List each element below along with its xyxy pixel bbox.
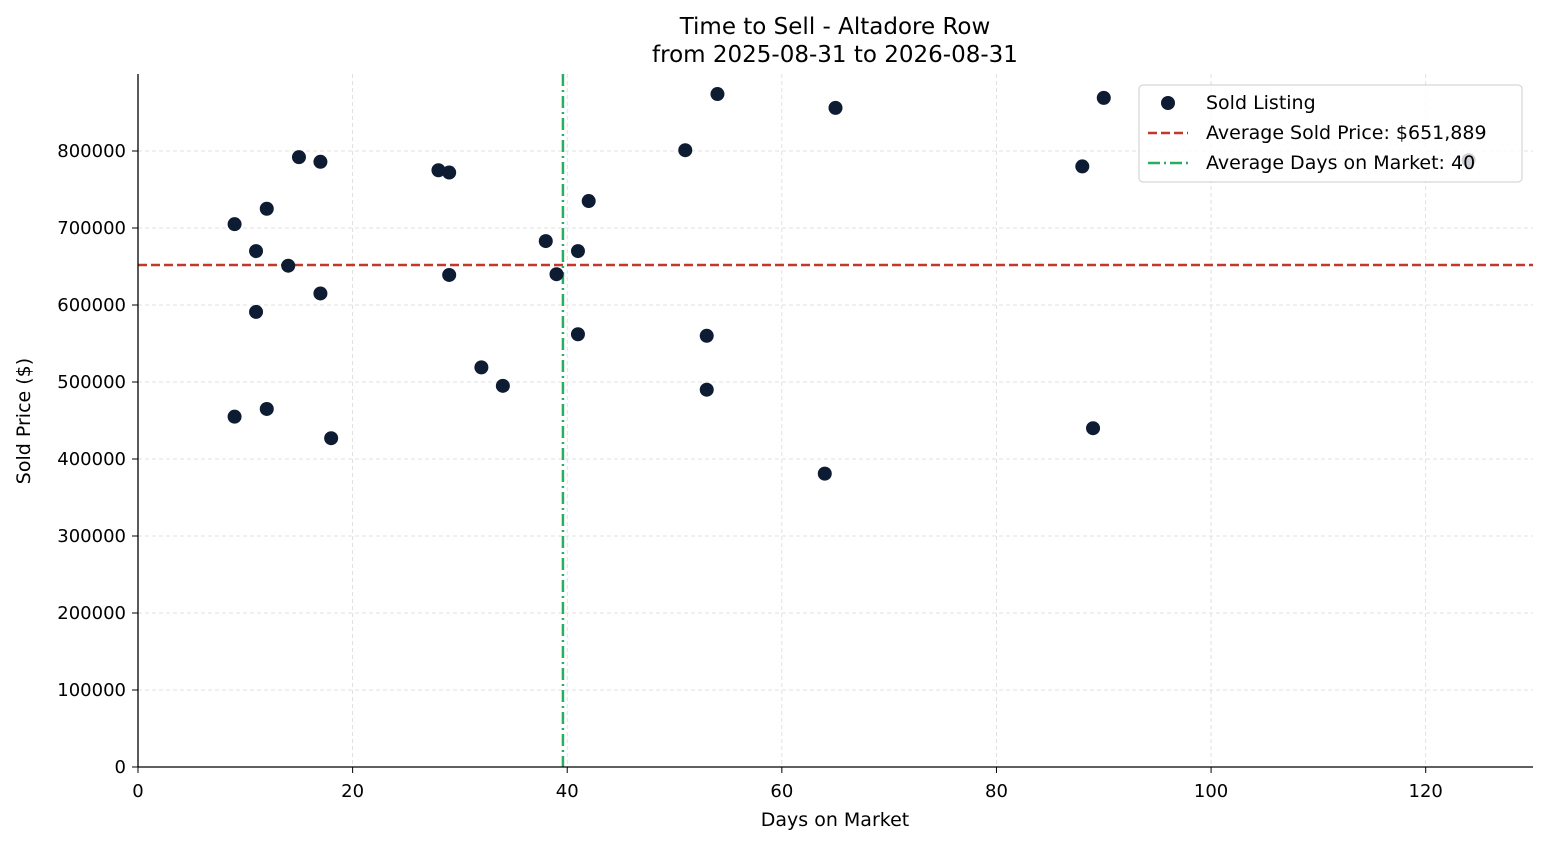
sold-listing-point bbox=[324, 431, 339, 446]
sold-listing-point bbox=[1086, 421, 1101, 436]
sold-listing-point bbox=[259, 201, 274, 216]
sold-listing-point bbox=[313, 154, 328, 169]
data-points bbox=[227, 87, 1476, 481]
axes bbox=[132, 74, 1533, 773]
x-tick-label: 0 bbox=[132, 781, 143, 802]
y-tick-label: 600000 bbox=[57, 295, 126, 316]
sold-listing-point bbox=[1096, 90, 1111, 105]
sold-listing-point bbox=[495, 378, 510, 393]
sold-listing-point bbox=[699, 328, 714, 343]
chart-subtitle: from 2025-08-31 to 2026-08-31 bbox=[652, 42, 1018, 68]
sold-listing-point bbox=[581, 194, 596, 209]
tick-labels: 0 20 40 60 80 100 120 0 100000 200000 300000 400000… bbox=[57, 141, 1443, 802]
x-tick-label: 60 bbox=[770, 781, 793, 802]
y-axis-label: Sold Price ($) bbox=[13, 358, 35, 484]
legend-box bbox=[1138, 84, 1523, 183]
x-tick-label: 120 bbox=[1409, 781, 1443, 802]
y-tick-label: 200000 bbox=[57, 603, 126, 624]
sold-listing-point bbox=[1075, 159, 1090, 174]
sold-listing-point bbox=[281, 258, 296, 273]
legend-marker-sold bbox=[1161, 96, 1175, 110]
sold-listing-point bbox=[249, 244, 264, 259]
sold-listing-point bbox=[828, 100, 843, 115]
sold-listing-point bbox=[259, 401, 274, 416]
reference-lines bbox=[138, 74, 1533, 767]
sold-listing-point bbox=[442, 165, 457, 180]
sold-listing-point bbox=[313, 286, 328, 301]
x-tick-label: 20 bbox=[341, 781, 364, 802]
sold-listing-point bbox=[474, 360, 489, 375]
x-axis-label: Days on Market bbox=[761, 809, 909, 831]
sold-listing-point bbox=[249, 304, 264, 319]
legend-label-sold: Sold Listing bbox=[1206, 92, 1316, 114]
legend-label-avg-price: Average Sold Price: $651,889 bbox=[1206, 122, 1487, 144]
sold-listing-point bbox=[570, 244, 585, 259]
sold-listing-point bbox=[291, 150, 306, 165]
y-tick-label: 500000 bbox=[57, 372, 126, 393]
sold-listing-point bbox=[817, 466, 832, 481]
y-tick-label: 400000 bbox=[57, 449, 126, 470]
sold-listing-point bbox=[710, 87, 725, 102]
y-tick-label: 0 bbox=[115, 757, 126, 778]
sold-listing-point bbox=[431, 163, 446, 178]
x-tick-label: 100 bbox=[1194, 781, 1228, 802]
legend-label-avg-days: Average Days on Market: 40 bbox=[1206, 152, 1475, 174]
sold-listing-point bbox=[442, 267, 457, 282]
sold-listing-point bbox=[538, 234, 553, 249]
sold-listing-point bbox=[570, 327, 585, 342]
sold-listing-point bbox=[699, 382, 714, 397]
y-tick-label: 300000 bbox=[57, 526, 126, 547]
x-tick-label: 40 bbox=[556, 781, 579, 802]
sold-listing-point bbox=[227, 217, 242, 232]
chart-title: Time to Sell - Altadore Row bbox=[679, 14, 991, 40]
legend: Sold Listing Average Sold Price: $651,889… bbox=[1138, 84, 1523, 183]
y-tick-label: 800000 bbox=[57, 141, 126, 162]
x-tick-label: 80 bbox=[985, 781, 1008, 802]
y-tick-label: 700000 bbox=[57, 218, 126, 239]
y-tick-label: 100000 bbox=[57, 680, 126, 701]
sold-listing-point bbox=[227, 409, 242, 424]
sold-listing-point bbox=[678, 143, 693, 158]
sold-listing-point bbox=[549, 267, 564, 282]
